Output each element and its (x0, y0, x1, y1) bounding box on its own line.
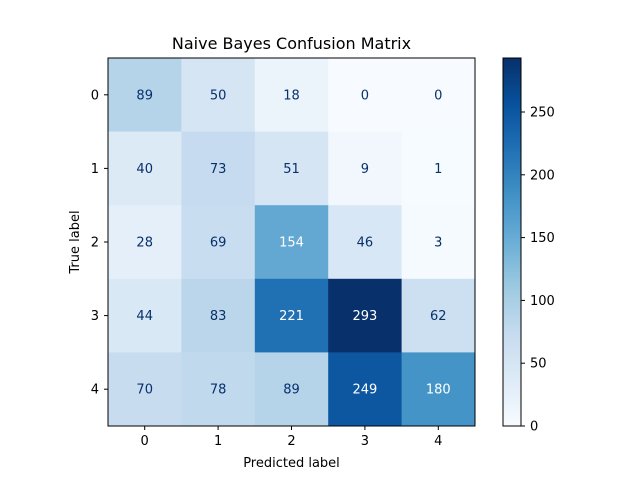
cell-value-label: 9 (361, 162, 369, 177)
x-axis-label: Predicted label (243, 456, 340, 471)
heatmap-cell (108, 278, 182, 353)
x-tick-label: 3 (361, 434, 369, 449)
cell-value-label: 0 (361, 88, 369, 103)
heatmap-cell (328, 205, 403, 280)
colorbar-tick-label: 150 (530, 231, 555, 246)
heatmap-cell (401, 131, 476, 206)
cell-value-label: 73 (210, 162, 227, 177)
heatmap-cell (254, 352, 329, 427)
colorbar-tick-label: 200 (530, 168, 555, 183)
heatmap-cell (401, 352, 476, 427)
y-tick-label: 3 (91, 309, 99, 324)
cell-value-label: 0 (434, 88, 442, 103)
cell-value-label: 180 (426, 383, 451, 398)
y-tick-label: 2 (91, 236, 99, 251)
cell-value-label: 1 (434, 162, 442, 177)
heatmap-cell (181, 278, 256, 353)
cell-value-label: 46 (357, 236, 374, 251)
x-axis: 0 1 2 3 4 (141, 426, 442, 449)
colorbar-tick-label: 50 (530, 357, 547, 372)
heatmap-cell (108, 58, 182, 133)
y-tick-label: 1 (91, 162, 99, 177)
x-tick-label: 4 (434, 434, 442, 449)
chart-title: Naive Bayes Confusion Matrix (172, 34, 411, 53)
cell-value-label: 3 (434, 236, 442, 251)
cell-value-label: 293 (352, 309, 377, 324)
cell-value-label: 221 (279, 309, 304, 324)
cell-value-label: 89 (136, 88, 153, 103)
y-axis: 0 1 2 3 4 (91, 88, 108, 398)
colorbar-tick-label: 0 (530, 420, 538, 435)
colorbar-tick-label: 100 (530, 294, 555, 309)
heatmap-cell (108, 131, 182, 206)
colorbar-axis: 0 50 100 150 200 250 (521, 106, 555, 435)
cell-value-label: 249 (352, 383, 377, 398)
cell-value-label: 44 (136, 309, 153, 324)
heatmap-cell (254, 58, 329, 133)
heatmap-cell (108, 205, 182, 280)
heatmap-cell (254, 278, 329, 353)
heatmap-cell (328, 58, 403, 133)
cell-value-label: 83 (210, 309, 227, 324)
cell-value-label: 154 (279, 236, 304, 251)
cell-value-label: 51 (283, 162, 300, 177)
x-tick-label: 2 (287, 434, 295, 449)
y-axis-label: True label (68, 210, 83, 274)
heatmap-cell (401, 278, 476, 353)
heatmap-cell (181, 205, 256, 280)
heatmap-cell (181, 131, 256, 206)
heatmap-cell (108, 352, 182, 427)
colorbar (502, 57, 522, 427)
heatmap-cell (328, 278, 403, 353)
heatmap-cell (328, 131, 403, 206)
heatmap-cell (401, 205, 476, 280)
cell-value-label: 89 (283, 383, 300, 398)
x-tick-label: 1 (214, 434, 222, 449)
colorbar-tick-label: 250 (530, 106, 555, 121)
heatmap-cell (401, 58, 476, 133)
heatmap-cells: 89 50 18 0 040 73 51 9 128 69 154 46 344 83 221 293 6270… (108, 58, 476, 427)
heatmap-cell (254, 131, 329, 206)
heatmap-cell (328, 352, 403, 427)
heatmap-cell (181, 352, 256, 427)
cell-value-label: 78 (210, 383, 227, 398)
heatmap-cell (254, 205, 329, 280)
cell-value-label: 69 (210, 236, 227, 251)
cell-value-label: 62 (430, 309, 447, 324)
heatmap-cell (181, 58, 256, 133)
y-tick-label: 0 (91, 88, 99, 103)
cell-value-label: 50 (210, 88, 227, 103)
cell-value-label: 40 (136, 162, 153, 177)
cell-value-label: 70 (136, 383, 153, 398)
cell-value-label: 18 (283, 88, 300, 103)
y-tick-label: 4 (91, 383, 99, 398)
cell-value-label: 28 (136, 236, 153, 251)
x-tick-label: 0 (141, 434, 149, 449)
